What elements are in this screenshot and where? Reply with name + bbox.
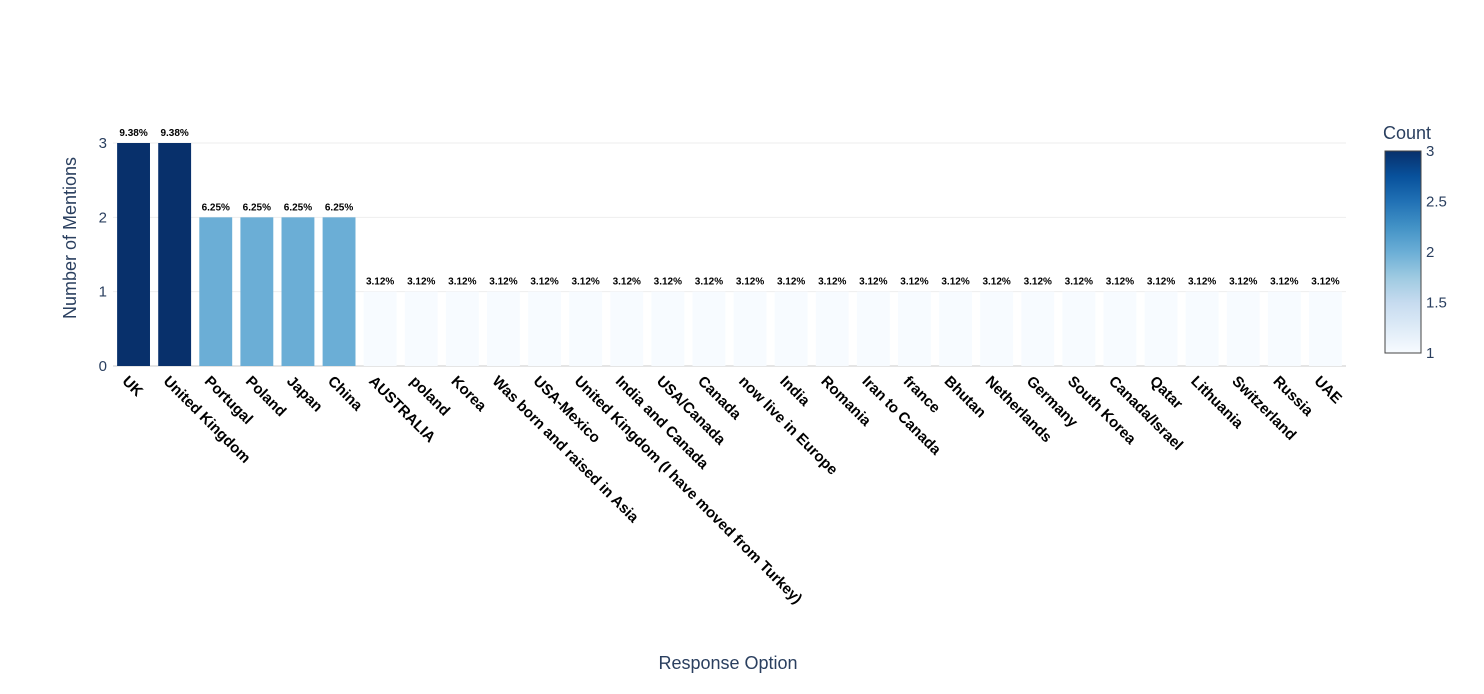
bar[interactable]	[1309, 291, 1342, 366]
bar-value-label: 3.12%	[489, 277, 517, 288]
y-tick-label: 3	[99, 135, 107, 152]
bar[interactable]	[856, 291, 890, 366]
bars	[117, 143, 1342, 366]
y-tick-label: 2	[99, 209, 107, 226]
bar[interactable]	[733, 291, 767, 366]
bar[interactable]	[1185, 291, 1219, 366]
y-axis-title: Number of Mentions	[60, 157, 80, 319]
y-axis-ticks: 0 1 2 3	[99, 135, 107, 375]
colorbar-ticks: 1 1.5 2 2.5 3	[1426, 143, 1447, 362]
x-axis-ticks: UK United KingdomPortugalPolandJapanChina…	[119, 373, 1345, 608]
colorbar-title: Count	[1383, 123, 1431, 143]
bar[interactable]	[1267, 291, 1301, 366]
bar[interactable]	[281, 217, 315, 366]
bar[interactable]	[939, 291, 972, 366]
bar-value-label: 3.12%	[900, 277, 928, 288]
bar[interactable]	[815, 291, 849, 366]
bar-value-label: 3.12%	[1147, 277, 1175, 288]
bar[interactable]	[1226, 291, 1260, 366]
bar[interactable]	[1021, 291, 1055, 366]
bar-value-label: 3.12%	[407, 277, 435, 288]
bar-value-label: 3.12%	[859, 277, 887, 288]
colorbar-tick-label: 3	[1426, 143, 1434, 160]
bar-value-label: 9.38%	[119, 128, 147, 139]
bar-value-label: 3.12%	[366, 277, 394, 288]
bar-value-label: 3.12%	[1188, 277, 1216, 288]
bar-value-label: 9.38%	[160, 128, 188, 139]
bar[interactable]	[445, 291, 479, 366]
bar-value-label: 3.12%	[530, 277, 558, 288]
x-tick-label: Korea	[448, 373, 491, 416]
bar-value-label: 3.12%	[1270, 277, 1298, 288]
bar-value-label: 6.25%	[325, 202, 353, 213]
bar[interactable]	[569, 291, 603, 366]
x-tick-label: Japan	[283, 373, 326, 416]
x-tick-label: Bhutan	[941, 373, 990, 422]
bar[interactable]	[1103, 291, 1137, 366]
bar[interactable]	[158, 143, 192, 366]
bar-value-label: 3.12%	[613, 277, 641, 288]
gridlines	[113, 142, 1346, 367]
bar[interactable]	[980, 291, 1014, 366]
x-tick-label: China	[324, 373, 366, 415]
bar[interactable]	[322, 217, 356, 366]
bar[interactable]	[898, 291, 931, 366]
x-tick-label: UAE	[1311, 373, 1345, 407]
bar-value-label: 3.12%	[1065, 277, 1093, 288]
bar-value-label: 3.12%	[818, 277, 846, 288]
colorbar-tick-label: 2	[1426, 244, 1434, 261]
colorbar-tick-label: 2.5	[1426, 194, 1447, 211]
bar-value-label: 3.12%	[654, 277, 682, 288]
bar[interactable]	[610, 291, 644, 366]
bar[interactable]	[363, 291, 397, 366]
bar[interactable]	[774, 291, 808, 366]
bar-value-label: 3.12%	[1229, 277, 1257, 288]
x-axis-title: Response Option	[658, 653, 797, 673]
colorbar-scale	[1384, 150, 1422, 354]
bar[interactable]	[1144, 291, 1178, 366]
bar[interactable]	[487, 291, 520, 366]
bar[interactable]	[651, 291, 685, 366]
bar[interactable]	[1062, 291, 1096, 366]
bar-value-label: 3.12%	[941, 277, 969, 288]
colorbar: Count 1 1.5 2 2.5 3	[1383, 123, 1447, 362]
bar-value-label: 3.12%	[571, 277, 599, 288]
bar-value-label: 6.25%	[202, 202, 230, 213]
y-tick-label: 1	[99, 284, 107, 301]
bar-value-label: 3.12%	[448, 277, 476, 288]
x-tick-label: UK	[119, 373, 146, 400]
bar[interactable]	[199, 217, 233, 366]
bar-value-label: 3.12%	[736, 277, 764, 288]
bar[interactable]	[240, 217, 274, 366]
bar[interactable]	[528, 291, 561, 366]
colorbar-tick-label: 1.5	[1426, 295, 1447, 312]
bar[interactable]	[117, 143, 150, 366]
bar-value-label: 3.12%	[982, 277, 1010, 288]
bar-value-label: 6.25%	[284, 202, 312, 213]
bar-value-label: 3.12%	[1311, 277, 1339, 288]
colorbar-tick-label: 1	[1426, 345, 1434, 362]
y-tick-label: 0	[99, 358, 107, 375]
bar-value-label: 6.25%	[243, 202, 271, 213]
bar-labels: 9.38% 9.38% 6.25% 6.25% 6.25% 6.25% 3.12% 3.12%…	[119, 128, 1339, 288]
bar-value-label: 3.12%	[695, 277, 723, 288]
bar-value-label: 3.12%	[777, 277, 805, 288]
bar[interactable]	[404, 291, 438, 366]
bar-value-label: 3.12%	[1106, 277, 1134, 288]
bar[interactable]	[692, 291, 726, 366]
bar-value-label: 3.12%	[1024, 277, 1052, 288]
x-tick-label: India	[776, 373, 813, 410]
